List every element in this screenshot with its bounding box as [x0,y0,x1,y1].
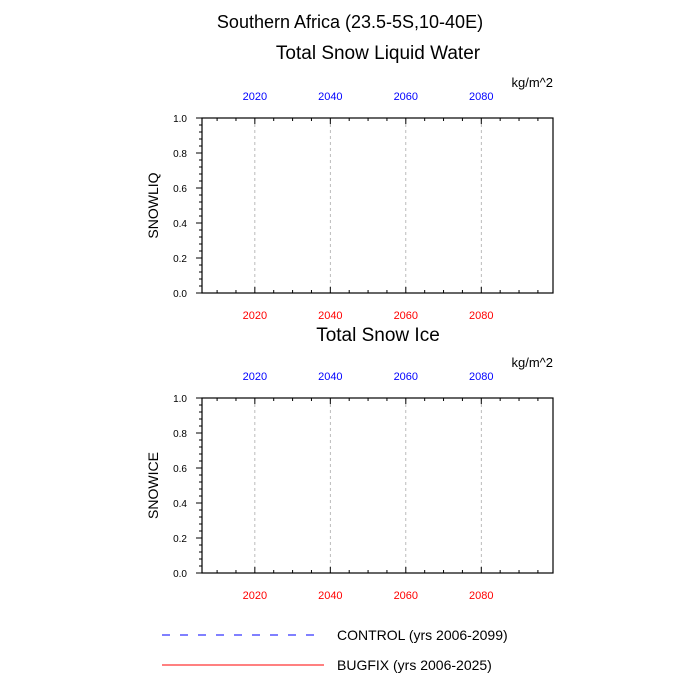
figure-title: Southern Africa (23.5-5S,10-40E) [217,12,483,32]
x-tick-label-top: 2020 [243,371,267,383]
legend: CONTROL (yrs 2006-2099) BUGFIX (yrs 2006-… [162,627,508,673]
legend-item: BUGFIX (yrs 2006-2025) [162,657,492,673]
x-tick-label-bottom: 2080 [469,590,493,602]
y-tick-label: 0.6 [173,184,187,195]
units-label: kg/m^2 [511,75,553,90]
y-tick-label: 0.0 [173,289,187,300]
legend-label: BUGFIX (yrs 2006-2025) [337,657,492,673]
y-tick-label: 0.2 [173,534,187,545]
legend-item: CONTROL (yrs 2006-2099) [162,627,508,643]
units-label: kg/m^2 [511,355,553,370]
x-tick-label-bottom: 2020 [243,590,267,602]
y-tick-label: 0.6 [173,464,187,475]
x-tick-label-top: 2080 [469,371,493,383]
chart-title: Total Snow Liquid Water [276,43,481,64]
y-axis-label: SNOWICE [145,452,161,519]
chart-panel-1: Total Snow Liquid Water kg/m^2 SNOWLIQ 0.0 0… [145,43,554,322]
x-tick-label-top: 2040 [318,91,342,103]
y-tick-label: 0.2 [173,254,187,265]
x-tick-label-top: 2060 [394,91,418,103]
y-tick-label: 0.4 [173,219,187,230]
x-tick-label-bottom: 2040 [318,310,342,322]
x-tick-label-bottom: 2020 [243,310,267,322]
y-tick-label: 0.8 [173,429,187,440]
x-tick-label-bottom: 2040 [318,590,342,602]
y-tick-label: 1.0 [173,394,187,405]
y-axis-label: SNOWLIQ [145,172,161,238]
x-tick-label-bottom: 2060 [394,310,418,322]
plot-frame [201,397,554,574]
x-tick-label-bottom: 2080 [469,310,493,322]
plot-frame [201,117,554,294]
chart-title: Total Snow Ice [316,325,440,346]
y-tick-label: 1.0 [173,114,187,125]
y-tick-label: 0.8 [173,149,187,160]
x-tick-label-top: 2020 [243,91,267,103]
legend-label: CONTROL (yrs 2006-2099) [337,627,508,643]
chart-panel-2: Total Snow Ice kg/m^2 SNOWICE 0.0 0.2 0.4 0.6 0… [145,325,554,602]
x-tick-label-top: 2080 [469,91,493,103]
x-tick-label-top: 2060 [394,371,418,383]
x-tick-label-bottom: 2060 [394,590,418,602]
y-tick-label: 0.0 [173,569,187,580]
x-tick-label-top: 2040 [318,371,342,383]
y-tick-label: 0.4 [173,499,187,510]
